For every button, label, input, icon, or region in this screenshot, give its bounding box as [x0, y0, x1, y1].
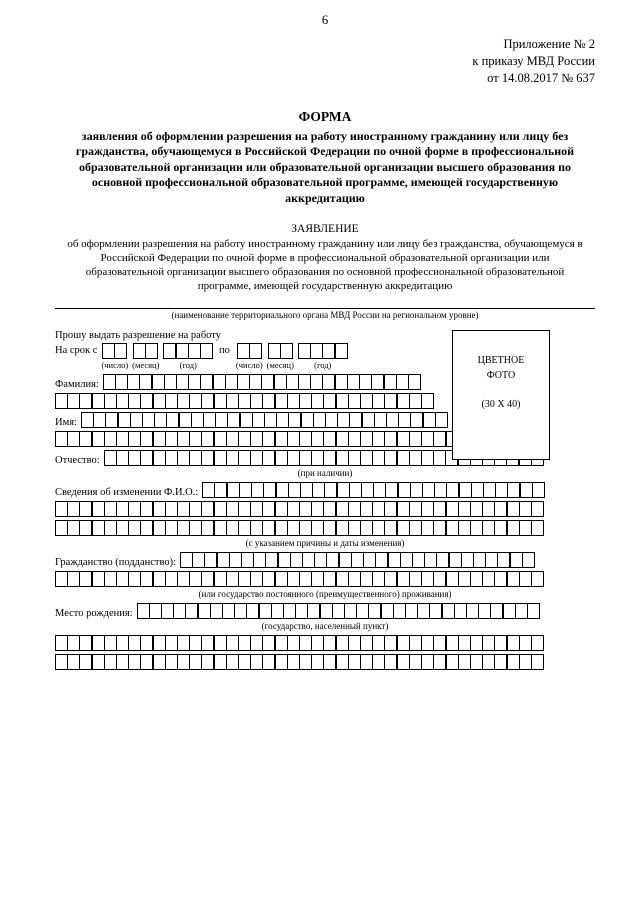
date-year-cells[interactable]	[298, 343, 348, 359]
name-cells-1[interactable]	[81, 412, 448, 428]
date-day-cells[interactable]	[102, 343, 127, 359]
date-year-cells[interactable]	[163, 343, 213, 359]
page: 6 Приложение № 2 к приказу МВД России от…	[0, 0, 640, 713]
photo-label: ФОТО	[453, 368, 549, 383]
birthplace-cells-2[interactable]	[55, 635, 595, 651]
period-to-label: по	[217, 343, 232, 356]
birthplace-label: Место рождения:	[55, 608, 133, 619]
name-label: Имя:	[55, 417, 77, 428]
date-caption: (год)	[180, 360, 197, 370]
date-caption: (год)	[314, 360, 331, 370]
citizenship-cells-1[interactable]	[180, 552, 535, 568]
fio-change-cells-3[interactable]	[55, 520, 595, 536]
birthplace-cells-3[interactable]	[55, 654, 595, 670]
form-subtitle: заявления об оформлении разрешения на ра…	[55, 129, 595, 207]
appendix-line: к приказу МВД России	[55, 53, 595, 70]
photo-size: (30 X 40)	[453, 397, 549, 412]
date-caption: (число)	[101, 360, 128, 370]
fio-change-cells-1[interactable]	[202, 482, 544, 498]
birthplace-caption: (государство, населенный пункт)	[55, 621, 595, 631]
application-text: об оформлении разрешения на работу иност…	[55, 237, 595, 294]
page-number: 6	[55, 12, 595, 28]
fio-change-label: Сведения об изменении Ф.И.О.:	[55, 487, 198, 498]
surname-cells-1[interactable]	[103, 374, 421, 390]
citizenship-caption: (или государство постоянного (преимущест…	[55, 589, 595, 599]
authority-caption: (наименование территориального органа МВ…	[55, 310, 595, 320]
patronymic-label: Отчество:	[55, 455, 100, 466]
date-caption: (число)	[236, 360, 263, 370]
appendix-block: Приложение № 2 к приказу МВД России от 1…	[55, 36, 595, 87]
appendix-line: Приложение № 2	[55, 36, 595, 53]
application-title: ЗАЯВЛЕНИЕ	[55, 223, 595, 235]
fio-change-caption: (с указанием причины и даты изменения)	[55, 538, 595, 548]
date-month-cells[interactable]	[133, 343, 158, 359]
appendix-line: от 14.08.2017 № 637	[55, 70, 595, 87]
citizenship-label: Гражданство (подданство):	[55, 557, 176, 568]
patronymic-caption: (при наличии)	[55, 468, 595, 478]
form-title: ФОРМА	[55, 109, 595, 125]
birthplace-cells-1[interactable]	[137, 603, 541, 619]
surname-label: Фамилия:	[55, 379, 99, 390]
date-caption: (месяц)	[132, 360, 159, 370]
authority-line	[55, 308, 595, 309]
date-day-cells[interactable]	[237, 343, 262, 359]
citizenship-cells-2[interactable]	[55, 571, 595, 587]
fio-change-cells-2[interactable]	[55, 501, 595, 517]
photo-box: ЦВЕТНОЕ ФОТО (30 X 40)	[452, 330, 550, 460]
photo-label: ЦВЕТНОЕ	[453, 353, 549, 368]
period-from-label: На срок с	[55, 343, 97, 356]
date-caption: (месяц)	[267, 360, 294, 370]
date-month-cells[interactable]	[268, 343, 293, 359]
